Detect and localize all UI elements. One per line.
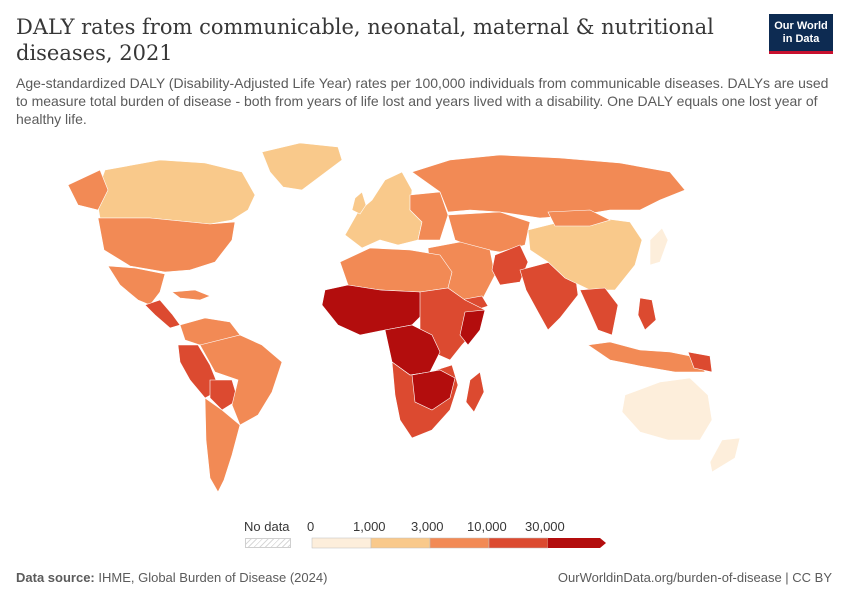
source-label: Data source: <box>16 570 95 585</box>
legend-arrow <box>600 538 606 548</box>
chart-subtitle: Age-standardized DALY (Disability-Adjust… <box>16 75 829 127</box>
region-caribbean[interactable] <box>171 289 211 301</box>
region-japan[interactable] <box>649 227 669 266</box>
legend-tick-0: 0 <box>307 519 315 534</box>
legend-bin-5[interactable] <box>548 538 600 548</box>
legend-color-scale[interactable] <box>310 534 610 554</box>
region-greenland[interactable] <box>261 142 343 191</box>
legend-no-data-swatch[interactable] <box>245 538 291 548</box>
legend-tick-1000: 1,000 <box>353 519 386 534</box>
legend-bin-3[interactable] <box>429 537 490 549</box>
legend-tick-10000: 10,000 <box>467 519 507 534</box>
owid-logo[interactable]: Our World in Data <box>769 14 833 54</box>
region-indonesia[interactable] <box>587 341 706 373</box>
region-bolivia[interactable] <box>209 379 239 411</box>
region-pakistan-afghanistan[interactable] <box>491 244 529 286</box>
logo-line-2: in Data <box>782 33 820 45</box>
region-alaska[interactable] <box>67 169 109 211</box>
region-australia[interactable] <box>621 377 713 441</box>
footer-source: Data source: IHME, Global Burden of Dise… <box>16 570 327 585</box>
region-philippines[interactable] <box>637 297 657 331</box>
legend-no-data-label: No data <box>244 519 290 534</box>
region-central-america[interactable] <box>144 299 181 329</box>
region-south-central-africa[interactable] <box>411 369 456 411</box>
region-uk[interactable] <box>351 191 367 215</box>
region-north-africa[interactable] <box>339 247 453 293</box>
world-map[interactable] <box>0 130 850 510</box>
source-text[interactable]: IHME, Global Burden of Disease (2024) <box>98 570 328 585</box>
legend-bin-1[interactable] <box>311 537 372 549</box>
region-madagascar[interactable] <box>465 371 485 413</box>
region-southeast-asia[interactable] <box>579 287 619 336</box>
legend-tick-30000: 30,000 <box>525 519 565 534</box>
legend-tick-labels: 0 1,000 3,000 10,000 30,000 <box>307 519 577 535</box>
region-brazil[interactable] <box>199 334 283 426</box>
legend-bin-2[interactable] <box>370 537 431 549</box>
region-somalia[interactable] <box>459 309 486 346</box>
chart-title: DALY rates from communicable, neonatal, … <box>16 15 714 65</box>
legend-tick-3000: 3,000 <box>411 519 444 534</box>
logo-line-1: Our World <box>774 20 828 32</box>
legend-bin-4[interactable] <box>488 537 549 549</box>
footer-url[interactable]: OurWorldinData.org/burden-of-disease | C… <box>557 570 832 585</box>
region-usa[interactable] <box>97 217 236 273</box>
region-mexico[interactable] <box>107 265 166 306</box>
region-mongolia[interactable] <box>547 209 611 227</box>
region-papua-new-guinea[interactable] <box>687 351 713 373</box>
region-southern-cone[interactable] <box>204 397 241 493</box>
region-russia[interactable] <box>411 154 686 219</box>
region-canada[interactable] <box>95 159 256 225</box>
region-new-zealand[interactable] <box>709 437 741 473</box>
